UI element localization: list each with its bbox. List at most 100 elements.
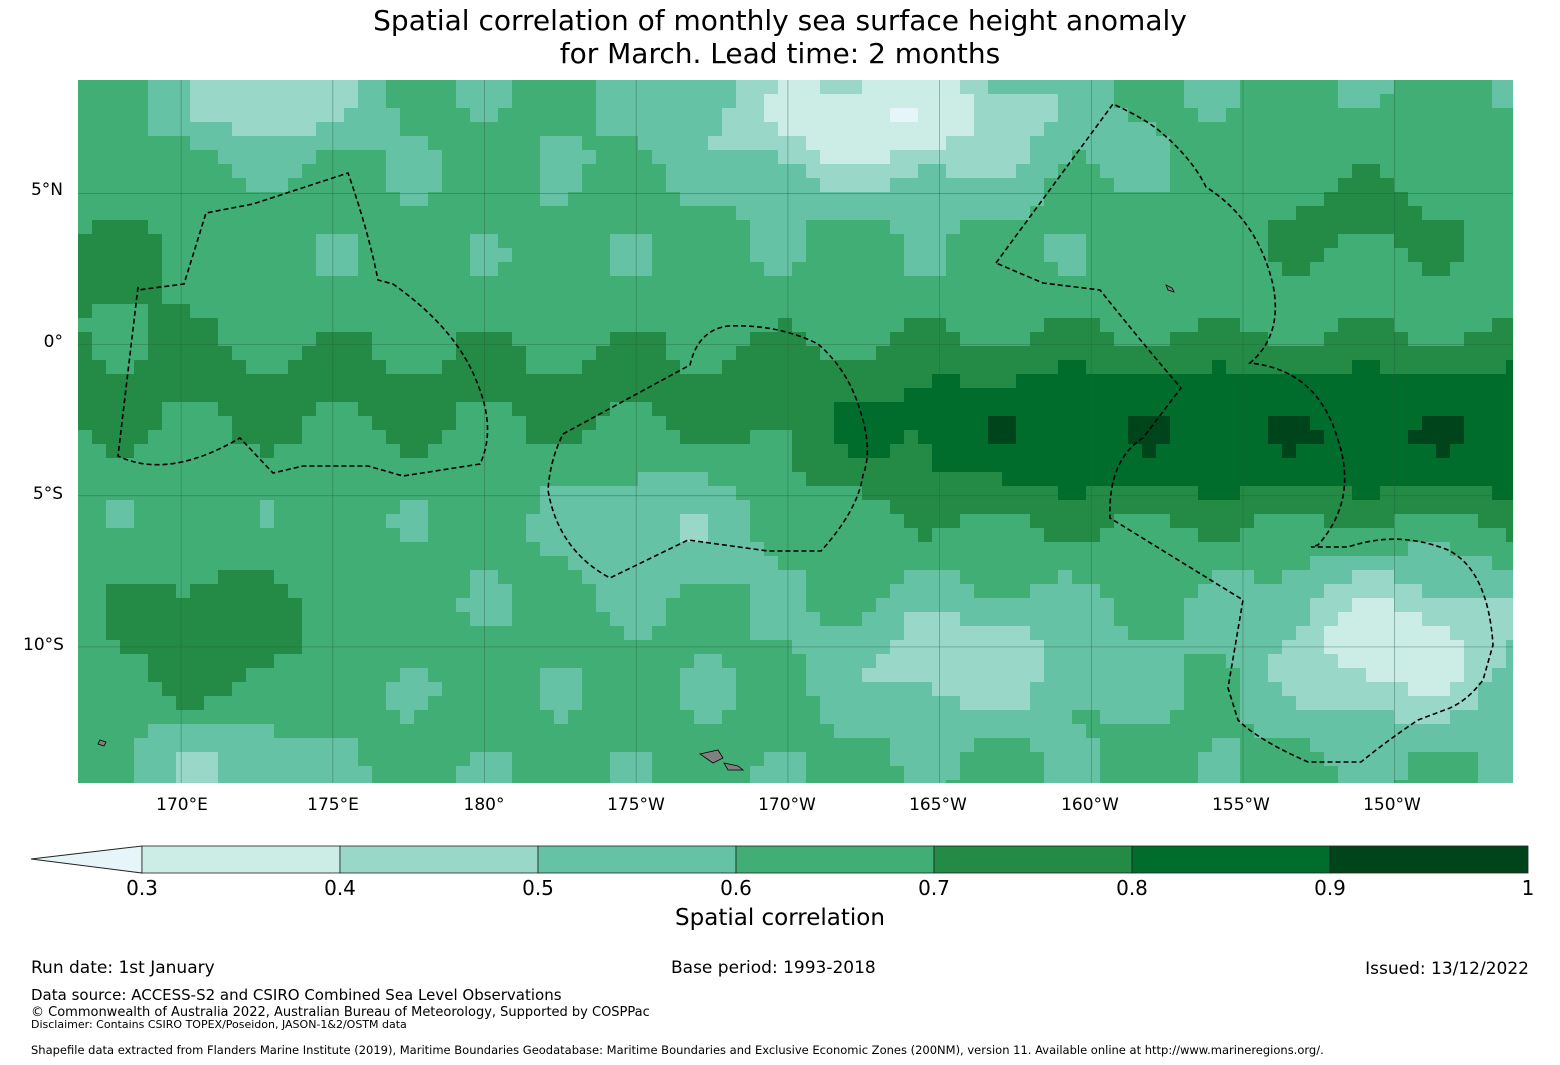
field-cell xyxy=(1408,248,1422,262)
field-cell xyxy=(1184,234,1198,248)
field-cell xyxy=(652,304,666,318)
field-cell xyxy=(1380,682,1394,696)
field-cell xyxy=(1450,290,1464,304)
field-cell xyxy=(78,738,92,752)
field-cell xyxy=(330,654,344,668)
field-cell xyxy=(904,402,918,416)
field-cell xyxy=(414,444,428,458)
field-cell xyxy=(1380,346,1394,360)
field-cell xyxy=(372,192,386,206)
field-cell xyxy=(274,542,288,556)
field-cell xyxy=(680,444,694,458)
field-cell xyxy=(890,178,904,192)
field-cell xyxy=(1226,710,1240,724)
field-cell xyxy=(736,234,750,248)
field-cell xyxy=(78,570,92,584)
field-cell xyxy=(190,388,204,402)
field-cell xyxy=(1394,94,1408,108)
field-cell xyxy=(260,206,274,220)
field-cell xyxy=(442,486,456,500)
field-cell xyxy=(918,556,932,570)
field-cell xyxy=(960,668,974,682)
field-cell xyxy=(428,108,442,122)
field-cell xyxy=(526,220,540,234)
field-cell xyxy=(246,528,260,542)
field-cell xyxy=(1030,94,1044,108)
field-cell xyxy=(302,248,316,262)
field-cell xyxy=(484,332,498,346)
field-cell xyxy=(1226,682,1240,696)
field-cell xyxy=(428,430,442,444)
field-cell xyxy=(610,500,624,514)
field-cell xyxy=(1296,528,1310,542)
field-cell xyxy=(162,346,176,360)
field-cell xyxy=(442,304,456,318)
field-cell xyxy=(470,346,484,360)
field-cell xyxy=(1268,150,1282,164)
field-cell xyxy=(1072,332,1086,346)
field-cell xyxy=(666,388,680,402)
field-cell xyxy=(358,430,372,444)
field-cell xyxy=(918,626,932,640)
field-cell xyxy=(680,80,694,94)
field-cell xyxy=(1086,654,1100,668)
field-cell xyxy=(1058,248,1072,262)
field-cell xyxy=(750,710,764,724)
field-cell xyxy=(904,654,918,668)
field-cell xyxy=(400,598,414,612)
field-cell xyxy=(1366,458,1380,472)
field-cell xyxy=(1044,458,1058,472)
field-cell xyxy=(148,136,162,150)
field-cell xyxy=(694,472,708,486)
field-cell xyxy=(666,416,680,430)
field-cell xyxy=(694,500,708,514)
field-cell xyxy=(988,528,1002,542)
field-cell xyxy=(834,178,848,192)
field-cell xyxy=(148,360,162,374)
field-cell xyxy=(764,234,778,248)
field-cell xyxy=(414,668,428,682)
field-cell xyxy=(246,388,260,402)
field-cell xyxy=(764,612,778,626)
field-cell xyxy=(1114,374,1128,388)
field-cell xyxy=(764,206,778,220)
field-cell xyxy=(750,654,764,668)
field-cell xyxy=(1128,402,1142,416)
field-cell xyxy=(750,626,764,640)
field-cell xyxy=(330,598,344,612)
field-cell xyxy=(1338,304,1352,318)
field-cell xyxy=(1114,150,1128,164)
field-cell xyxy=(1478,234,1492,248)
field-cell xyxy=(78,220,92,234)
field-cell xyxy=(1450,374,1464,388)
field-cell xyxy=(470,612,484,626)
field-cell xyxy=(106,570,120,584)
field-cell xyxy=(386,262,400,276)
field-cell xyxy=(1002,612,1016,626)
field-cell xyxy=(1492,654,1506,668)
field-cell xyxy=(1170,528,1184,542)
field-cell xyxy=(1464,80,1478,94)
field-cell xyxy=(428,136,442,150)
field-cell xyxy=(694,318,708,332)
field-cell xyxy=(218,234,232,248)
field-cell xyxy=(1338,234,1352,248)
field-cell xyxy=(274,472,288,486)
field-cell xyxy=(1366,164,1380,178)
field-cell xyxy=(1422,374,1436,388)
field-cell xyxy=(540,234,554,248)
field-cell xyxy=(1450,164,1464,178)
field-cell xyxy=(414,262,428,276)
field-cell xyxy=(1170,262,1184,276)
field-cell xyxy=(1464,416,1478,430)
field-cell xyxy=(162,416,176,430)
field-cell xyxy=(190,346,204,360)
field-cell xyxy=(862,626,876,640)
field-cell xyxy=(344,262,358,276)
field-cell xyxy=(260,346,274,360)
field-cell xyxy=(288,626,302,640)
field-cell xyxy=(554,220,568,234)
field-cell xyxy=(1198,416,1212,430)
field-cell xyxy=(1506,570,1513,584)
field-cell xyxy=(148,654,162,668)
